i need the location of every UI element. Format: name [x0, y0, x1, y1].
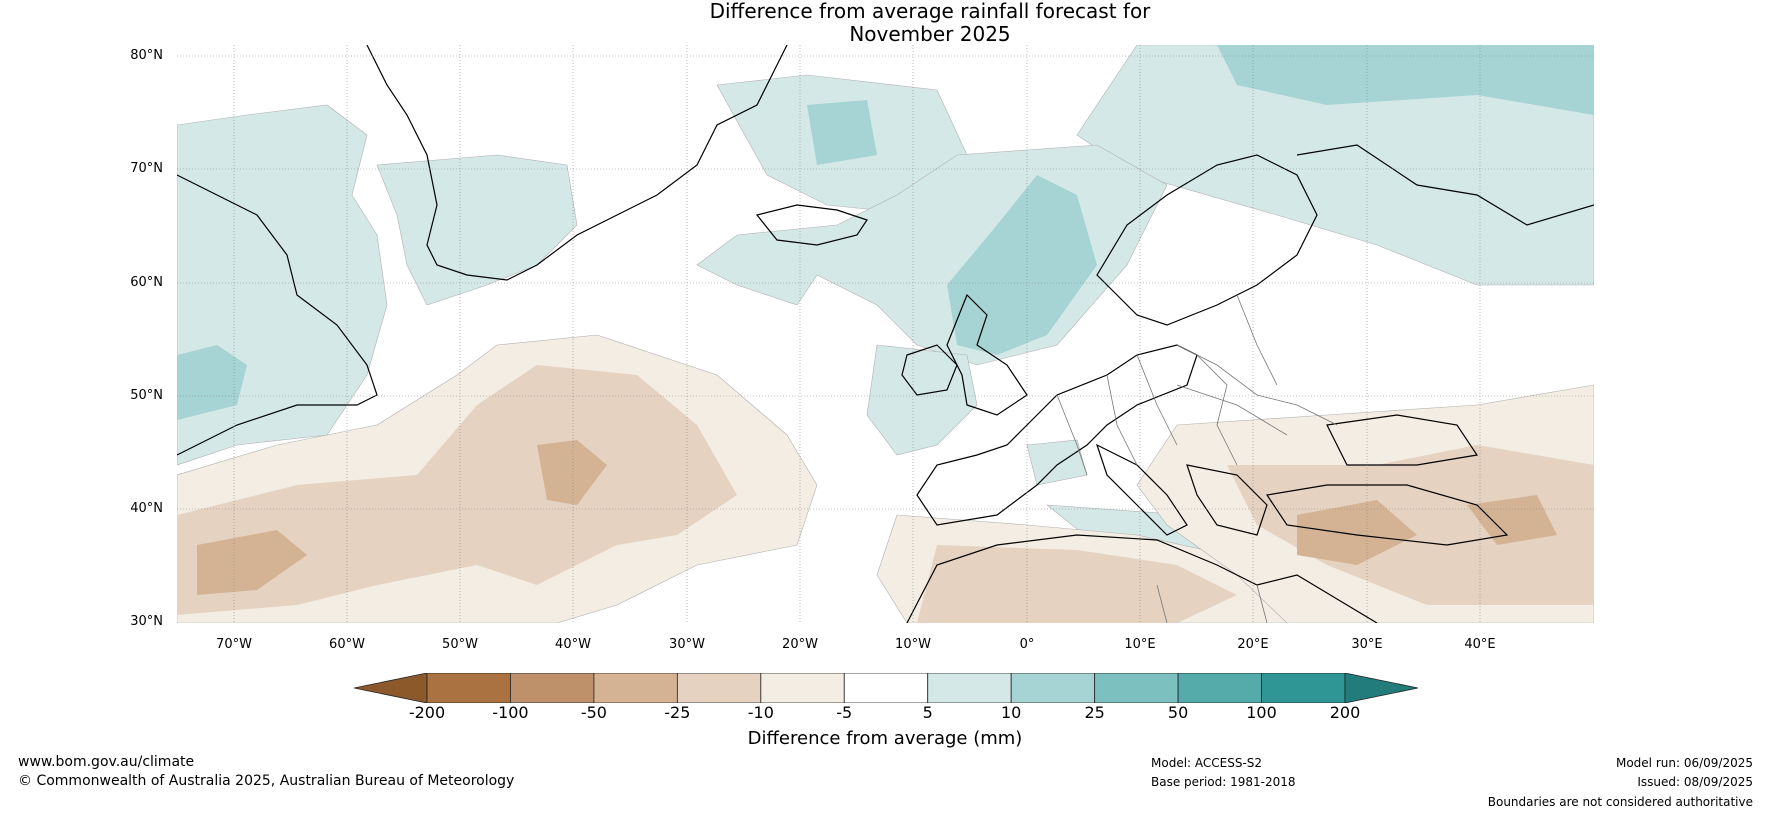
ireland-coast — [901, 344, 958, 396]
colorbar-title: Difference from average (mm) — [747, 728, 1023, 749]
map-title-line1: Difference from average rainfall forecas… — [709, 0, 1151, 23]
colorbar-tick-label: -25 — [664, 703, 691, 722]
dry-region-atlantic-core — [197, 530, 307, 595]
colorbar-bin — [1094, 672, 1179, 704]
lon-label-0: 0° — [1019, 637, 1035, 652]
lat-label-40n: 40°N — [130, 501, 163, 516]
colorbar-bin — [760, 672, 845, 704]
colorbar-tick-label: -5 — [836, 703, 853, 722]
lat-label-30n: 30°N — [130, 614, 163, 629]
dry-region-north-africa-mid — [917, 545, 1237, 623]
colorbar-tick-label: 5 — [922, 703, 933, 722]
lon-label-70w: 70°W — [216, 637, 252, 652]
turkey-coast — [1265, 484, 1509, 546]
colorbar-bin — [676, 672, 762, 704]
lon-label-10e: 10°E — [1124, 637, 1156, 652]
wet-region-uk — [866, 344, 978, 456]
lat-label-70n: 70°N — [130, 161, 163, 176]
lon-label-10w: 10°W — [895, 637, 931, 652]
iceland-coast — [755, 204, 868, 246]
colorbar-tick-label: 200 — [1329, 703, 1361, 722]
dry-region-caspian-core — [1467, 495, 1557, 545]
wet-region-greenland-sea — [376, 154, 578, 306]
lon-label-40w: 40°W — [555, 637, 591, 652]
map-canvas — [177, 45, 1594, 623]
colorbar-bin — [1261, 672, 1346, 704]
footer-base-period: Base period: 1981-2018 — [1151, 775, 1296, 789]
colorbar-tick-label: 50 — [1167, 703, 1189, 722]
gridlines — [177, 45, 1594, 623]
britain-coast — [946, 293, 1028, 416]
colorbar-bin — [927, 672, 1012, 704]
lon-label-40e: 40°E — [1464, 637, 1496, 652]
colorbar-tick-label: 100 — [1246, 703, 1277, 722]
dry-region-turkey-mid — [1227, 445, 1594, 605]
colorbar-tick-label: -50 — [580, 703, 607, 722]
lon-label-60w: 60°W — [329, 637, 365, 652]
black-sea-coast — [1326, 414, 1479, 466]
coastlines — [177, 45, 1594, 623]
colorbar — [353, 672, 1419, 704]
footer-issued: Issued: 08/09/2025 — [1637, 775, 1753, 789]
wet-region-norway-core — [947, 175, 1097, 355]
colorbar-tick-label: 25 — [1084, 703, 1105, 722]
colorbar-tick-label: -10 — [747, 703, 774, 722]
colorbar-bin — [1177, 672, 1262, 704]
dry-region-atlantic-core2 — [537, 440, 607, 505]
colorbar-bin — [510, 672, 595, 704]
lon-label-50w: 50°W — [442, 637, 478, 652]
colorbar-svg — [353, 672, 1419, 704]
country-borders — [1056, 294, 1338, 623]
anomaly-shading — [177, 45, 1594, 623]
balkans-coast — [1186, 464, 1268, 536]
footer-disclaimer: Boundaries are not considered authoritat… — [1487, 795, 1753, 809]
italy-coast — [1095, 443, 1188, 536]
colorbar-bin — [426, 672, 511, 704]
lon-label-20w: 20°W — [782, 637, 818, 652]
colorbar-bin — [593, 672, 678, 704]
dry-region-atlantic-mid — [177, 365, 737, 615]
colorbar-tick-label: -200 — [408, 703, 446, 722]
lon-label-30w: 30°W — [669, 637, 705, 652]
map-title-line2: November 2025 — [849, 22, 1011, 46]
scandinavia-coast — [1096, 154, 1318, 326]
kola-coast — [1296, 144, 1594, 226]
colorbar-right-extension — [1344, 672, 1419, 704]
colorbar-tick-label: -100 — [492, 703, 529, 722]
lon-label-20e: 20°E — [1237, 637, 1269, 652]
colorbar-tick-label: 10 — [1000, 703, 1022, 722]
colorbar-bin — [1010, 672, 1096, 704]
footer-copyright: © Commonwealth of Australia 2025, Austra… — [18, 773, 515, 789]
lon-label-30e: 30°E — [1351, 637, 1383, 652]
colorbar-bin — [843, 672, 929, 704]
lat-label-60n: 60°N — [130, 275, 163, 290]
footer-website: www.bom.gov.au/climate — [18, 754, 195, 770]
footer-model-run: Model run: 06/09/2025 — [1615, 756, 1753, 770]
wet-region-arctic-core — [807, 100, 877, 165]
footer-model: Model: ACCESS-S2 — [1151, 756, 1263, 770]
colorbar-boxes — [426, 672, 1346, 704]
wet-region-labrador-core — [177, 345, 247, 420]
dry-region-turkey-core — [1297, 500, 1417, 565]
africa-coast — [906, 534, 1378, 623]
lat-label-80n: 80°N — [130, 48, 163, 63]
labrador-coast — [177, 174, 378, 456]
forecast-map — [177, 45, 1594, 623]
wet-region-norway — [696, 144, 1168, 366]
colorbar-left-extension — [353, 672, 428, 704]
lat-label-50n: 50°N — [130, 388, 163, 403]
wet-region-barents-core — [1217, 45, 1594, 115]
greenland-coast — [366, 45, 788, 281]
